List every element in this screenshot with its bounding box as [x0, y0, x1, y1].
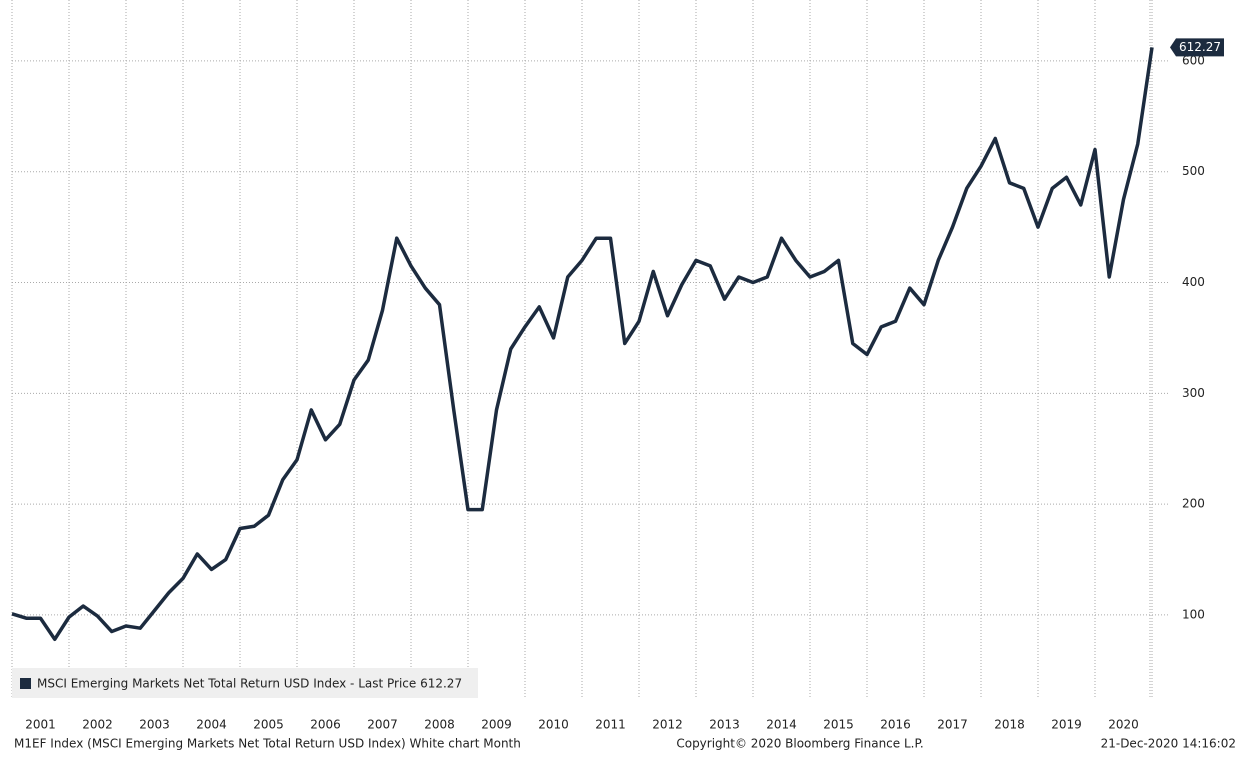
x-tick-label: 2009 — [481, 718, 512, 732]
x-tick-label: 2007 — [367, 718, 398, 732]
x-tick-label: 2013 — [709, 718, 740, 732]
x-tick-label: 2016 — [880, 718, 911, 732]
legend-swatch — [20, 678, 31, 689]
x-tick-label: 2014 — [766, 718, 797, 732]
x-tick-label: 2005 — [253, 718, 284, 732]
y-tick-label: 200 — [1182, 497, 1205, 511]
last-price-tag — [1170, 38, 1224, 57]
x-tick-label: 2012 — [652, 718, 683, 732]
x-tick-label: 2004 — [196, 718, 227, 732]
legend-label: MSCI Emerging Markets Net Total Return U… — [37, 677, 462, 691]
x-tick-label: 2002 — [82, 718, 113, 732]
legend-box — [12, 668, 478, 698]
footer-left: M1EF Index (MSCI Emerging Markets Net To… — [14, 737, 521, 751]
x-tick-label: 2003 — [139, 718, 170, 732]
footer-right: 21-Dec-2020 14:16:02 — [1101, 737, 1236, 751]
x-tick-label: 2006 — [310, 718, 341, 732]
x-tick-label: 2017 — [937, 718, 968, 732]
x-tick-label: 2010 — [538, 718, 569, 732]
x-tick-label: 2018 — [994, 718, 1025, 732]
x-tick-label: 2019 — [1051, 718, 1082, 732]
x-tick-label: 2008 — [424, 718, 455, 732]
y-tick-label: 400 — [1182, 275, 1205, 289]
y-tick-label: 500 — [1182, 164, 1205, 178]
x-tick-label: 2011 — [595, 718, 626, 732]
x-tick-label: 2001 — [25, 718, 56, 732]
y-tick-label: 300 — [1182, 386, 1205, 400]
footer-center: Copyright© 2020 Bloomberg Finance L.P. — [676, 737, 923, 751]
line-series — [11, 47, 1154, 642]
y-tick-label: 600 — [1182, 53, 1205, 67]
y-tick-label: 100 — [1182, 607, 1205, 621]
last-price-label: 612.27 — [1179, 40, 1221, 54]
x-tick-label: 2020 — [1108, 718, 1139, 732]
x-tick-label: 2015 — [823, 718, 854, 732]
legend: MSCI Emerging Markets Net Total Return U… — [12, 668, 478, 698]
